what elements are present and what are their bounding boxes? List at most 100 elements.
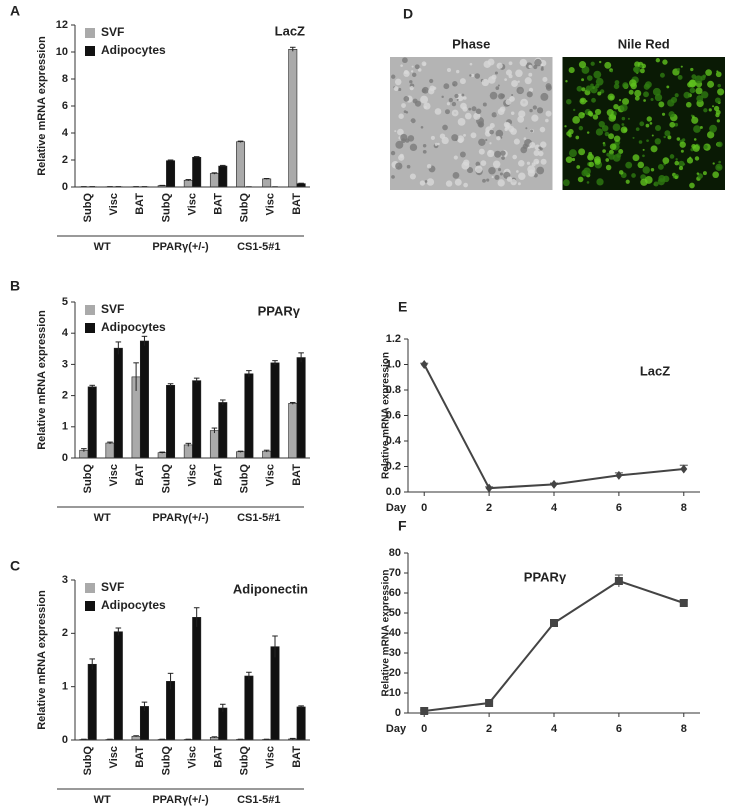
- cell: [608, 114, 617, 122]
- cell: [538, 146, 542, 150]
- y-tick-label: 60: [389, 587, 401, 599]
- cell: [605, 164, 612, 171]
- cell: [478, 148, 485, 155]
- y-tick-label: 30: [389, 647, 401, 659]
- x-tick-label: SubQ: [160, 746, 172, 776]
- legend-label: SVF: [101, 25, 124, 39]
- cell: [539, 126, 546, 133]
- cell: [582, 112, 585, 116]
- cell: [466, 167, 474, 174]
- cell: [446, 68, 452, 73]
- cell: [694, 75, 703, 84]
- x-tick-label: Visc: [186, 746, 198, 768]
- cell: [513, 138, 520, 145]
- cell: [454, 178, 462, 186]
- x-tick-label: BAT: [213, 464, 225, 486]
- bar: [288, 48, 298, 188]
- cell: [482, 178, 486, 183]
- cell: [650, 145, 658, 153]
- x-tick-label: BAT: [134, 464, 146, 486]
- cell: [545, 118, 549, 123]
- cell: [398, 113, 404, 119]
- bar: [192, 380, 202, 459]
- cell: [621, 123, 625, 126]
- cell: [608, 133, 615, 140]
- cell: [515, 69, 523, 78]
- cell: [599, 60, 602, 64]
- cell: [605, 158, 610, 162]
- cell: [540, 92, 549, 101]
- cell: [568, 149, 577, 158]
- cell: [586, 131, 590, 134]
- cell: [469, 62, 473, 66]
- y-tick-label: 0: [62, 181, 68, 193]
- cell: [488, 167, 496, 175]
- cell: [685, 101, 692, 108]
- y-tick-label: 40: [389, 627, 401, 639]
- cell: [410, 118, 416, 124]
- cell: [530, 129, 534, 133]
- cell: [445, 180, 453, 187]
- cell: [674, 93, 679, 98]
- cell: [528, 64, 533, 69]
- bar: [288, 403, 298, 459]
- cell: [401, 103, 406, 108]
- x-tick-label: BAT: [291, 193, 303, 215]
- bar: [166, 385, 176, 459]
- chart-title: Adiponectin: [233, 581, 308, 596]
- cell: [691, 116, 699, 124]
- bar: [113, 631, 123, 741]
- cell: [470, 132, 477, 139]
- y-tick-label: 20: [389, 667, 401, 679]
- cell: [527, 165, 536, 174]
- cell: [540, 67, 544, 71]
- cell: [508, 61, 513, 66]
- cell: [489, 129, 494, 135]
- cell: [529, 141, 536, 149]
- cell: [635, 127, 640, 132]
- cell: [688, 79, 697, 88]
- x-tick-label: BAT: [134, 746, 146, 768]
- cell: [660, 72, 665, 78]
- cell: [407, 135, 415, 142]
- x-tick-label: Visc: [186, 464, 198, 486]
- bar: [236, 141, 246, 188]
- cell: [391, 74, 396, 79]
- cell: [654, 138, 662, 145]
- y-tick-label: 4: [62, 127, 69, 139]
- bar: [113, 347, 123, 459]
- cell: [594, 108, 602, 116]
- cell: [517, 80, 520, 83]
- cell: [585, 85, 592, 92]
- cell: [441, 136, 449, 145]
- cell: [456, 135, 465, 143]
- cell: [579, 97, 587, 105]
- cell: [632, 136, 635, 139]
- cell: [667, 135, 672, 140]
- bar: [262, 450, 272, 459]
- cell: [705, 69, 712, 76]
- cell: [519, 58, 528, 67]
- cell: [545, 83, 552, 90]
- cell: [610, 69, 613, 73]
- x-tick-label: 6: [616, 502, 622, 514]
- cell: [618, 99, 622, 102]
- panel-letter: C: [10, 558, 20, 574]
- group-label: WT: [94, 794, 111, 806]
- cell: [528, 87, 534, 92]
- cell: [496, 62, 503, 69]
- y-tick-label: 80: [389, 547, 401, 559]
- y-tick-label: 0: [395, 707, 401, 719]
- cell: [696, 95, 704, 103]
- cell: [689, 182, 695, 189]
- y-tick-label: 1: [62, 421, 68, 433]
- cell: [674, 160, 680, 166]
- cell: [680, 149, 684, 153]
- cell: [511, 80, 518, 87]
- cell: [646, 139, 649, 143]
- cell: [571, 157, 576, 162]
- x-axis-label: Day: [386, 723, 407, 735]
- y-tick-label: 50: [389, 607, 401, 619]
- cell: [505, 69, 512, 76]
